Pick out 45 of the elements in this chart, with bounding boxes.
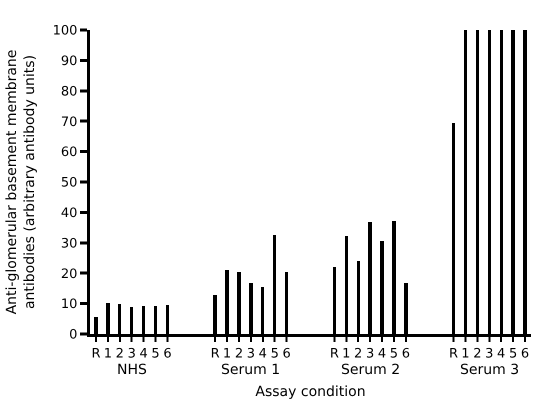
text: NHS <box>117 362 147 378</box>
x-tick-label: 5 <box>151 346 160 362</box>
x-tick-label: 1 <box>104 346 112 362</box>
x-tick-label: R <box>91 346 100 362</box>
x-tick-label: 3 <box>366 346 374 362</box>
text: Serum 1 <box>221 362 280 378</box>
y-tick-label: 10 <box>60 297 78 312</box>
x-tick-label: R <box>210 346 220 362</box>
x-tick-label: 3 <box>246 346 256 362</box>
x-tick-label: 4 <box>140 346 148 362</box>
x-tick-label: 2 <box>234 346 244 362</box>
y-tick-label: 90 <box>60 54 78 69</box>
y-axis-title: Anti-glomerular basement membrane antibodies (arbitrary antibody units) <box>4 50 38 314</box>
y-tick-label: 30 <box>60 236 78 252</box>
y-tick-label: 50 <box>60 176 78 191</box>
x-tick-label: 5 <box>390 346 398 362</box>
y-tick-label: 0 <box>69 328 78 343</box>
y-tick-label: 70 <box>60 114 78 130</box>
text: Serum 2 <box>341 362 400 378</box>
x-tick-label: 5 <box>508 346 518 362</box>
x-tick-label: 2 <box>354 346 362 362</box>
y-tick-label: 40 <box>60 206 78 221</box>
text: Serum 3 <box>460 362 520 378</box>
x-tick-label: 4 <box>378 346 386 362</box>
y-tick-label: 100 <box>52 24 78 39</box>
x-tick-label: 3 <box>485 346 494 362</box>
x-tick-label: 2 <box>116 346 124 362</box>
x-tick-label: 6 <box>163 346 172 362</box>
x-tick-label: 1 <box>461 346 470 362</box>
y-tick-label: 20 <box>60 266 78 282</box>
x-tick-label: 6 <box>402 346 410 362</box>
x-tick-label: 1 <box>342 346 350 362</box>
x-axis-title: Assay condition <box>255 384 366 400</box>
x-tick-label: R <box>330 346 339 362</box>
y-tick-label: 60 <box>60 145 78 160</box>
x-tick-label: 6 <box>520 346 530 362</box>
x-tick-label: 1 <box>222 346 232 362</box>
x-tick-label: R <box>449 346 458 362</box>
x-tick-label: 4 <box>258 346 267 362</box>
x-tick-label: 6 <box>282 346 291 362</box>
x-tick-label: 3 <box>128 346 136 362</box>
y-tick-label: 80 <box>60 84 78 100</box>
x-tick-label: 5 <box>270 346 279 362</box>
x-tick-label: 4 <box>497 346 506 362</box>
x-tick-label: 2 <box>473 346 482 362</box>
